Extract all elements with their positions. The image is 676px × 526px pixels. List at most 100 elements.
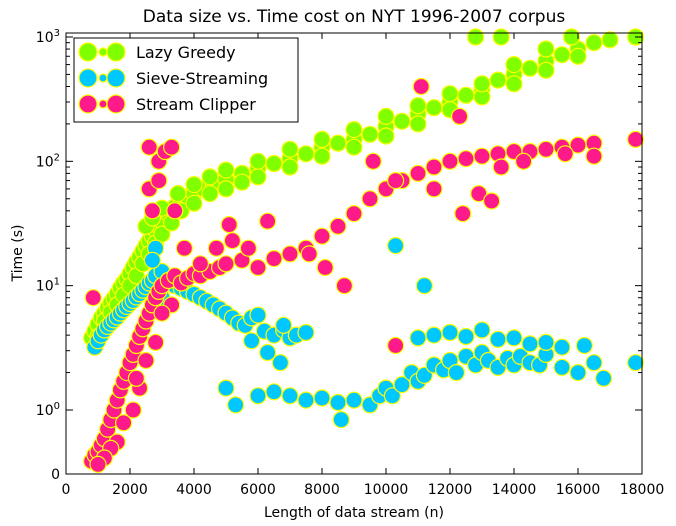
data-point — [553, 338, 571, 356]
data-point — [297, 323, 315, 342]
data-point — [271, 354, 289, 372]
data-point — [259, 212, 277, 230]
data-point — [377, 127, 395, 145]
data-point — [166, 202, 184, 220]
data-point — [335, 277, 353, 295]
data-point — [124, 401, 142, 419]
data-point — [201, 168, 219, 186]
data-point — [265, 154, 283, 173]
x-tick-label: 0 — [62, 482, 71, 498]
legend-marker — [98, 99, 108, 109]
data-point — [585, 34, 603, 52]
data-point — [217, 379, 235, 397]
data-point — [249, 306, 267, 324]
data-point — [387, 336, 405, 355]
data-point — [594, 369, 613, 387]
data-point — [345, 391, 363, 409]
data-point — [425, 326, 443, 344]
y-axis: 0 100 101 102 103 — [36, 28, 642, 483]
data-point — [387, 237, 405, 255]
series-2 — [82, 77, 645, 473]
data-point — [207, 239, 225, 257]
data-point — [412, 77, 430, 96]
data-point — [84, 289, 102, 307]
data-point — [441, 85, 459, 103]
data-point — [185, 194, 203, 212]
data-point — [313, 147, 331, 165]
data-point — [451, 107, 469, 126]
data-point — [297, 145, 315, 163]
chart-title: Data size vs. Time cost on NYT 1996-2007… — [143, 7, 566, 27]
data-point — [409, 329, 427, 347]
data-point — [537, 140, 555, 158]
legend-marker — [106, 42, 126, 62]
legend: Lazy Greedy Sieve-Streaming Stream Clipper — [73, 37, 299, 123]
legend-marker — [78, 42, 98, 62]
data-point — [345, 205, 363, 223]
data-point — [585, 354, 603, 372]
data-point — [521, 59, 539, 77]
data-point — [569, 47, 587, 65]
data-point — [332, 411, 350, 429]
legend-marker — [78, 68, 98, 88]
data-point — [217, 180, 235, 198]
data-point — [127, 369, 145, 387]
data-point — [220, 216, 238, 234]
data-point — [297, 391, 315, 409]
data-point — [454, 205, 472, 223]
legend-label: Stream Clipper — [136, 95, 256, 114]
data-point — [153, 304, 171, 322]
data-point — [470, 185, 488, 203]
data-point — [473, 147, 491, 165]
data-point — [265, 383, 283, 401]
data-point — [415, 277, 433, 295]
legend-marker — [98, 73, 108, 83]
data-point — [143, 202, 161, 220]
x-tick-label: 18000 — [620, 482, 665, 498]
data-point — [409, 115, 427, 133]
legend-marker — [106, 68, 126, 88]
data-point — [364, 152, 382, 170]
data-point — [249, 168, 267, 186]
data-point — [441, 152, 459, 170]
y-tick-label: 100 — [36, 401, 60, 419]
data-point — [191, 255, 209, 273]
legend-label: Sieve-Streaming — [136, 69, 268, 88]
data-point — [345, 138, 363, 156]
y-tick-label: 103 — [36, 28, 60, 46]
data-point — [150, 172, 168, 190]
data-point — [313, 130, 331, 148]
data-point — [489, 330, 507, 348]
data-point — [393, 376, 411, 394]
y-tick-label: 101 — [36, 277, 60, 295]
legend-label: Lazy Greedy — [136, 43, 236, 62]
data-point — [425, 99, 443, 117]
data-point — [313, 389, 331, 407]
data-point — [505, 329, 523, 347]
data-point — [409, 164, 427, 182]
data-point — [140, 138, 158, 156]
y-tick-label: 0 — [51, 467, 60, 483]
data-point — [601, 31, 619, 49]
data-point — [169, 185, 187, 203]
legend-marker — [78, 94, 98, 114]
data-point — [537, 61, 555, 79]
data-point — [249, 152, 267, 170]
data-point — [505, 75, 523, 93]
data-point — [457, 150, 475, 168]
series-1 — [86, 237, 645, 429]
data-point — [409, 97, 427, 115]
data-point — [483, 192, 501, 210]
data-point — [489, 71, 507, 89]
data-point — [492, 28, 510, 46]
data-point — [537, 333, 555, 351]
x-tick-label: 6000 — [240, 482, 276, 498]
data-point — [626, 354, 645, 372]
data-point — [457, 86, 475, 104]
data-point — [249, 387, 267, 405]
data-point — [329, 217, 347, 235]
data-point — [377, 107, 395, 126]
data-point — [114, 414, 133, 432]
data-point — [521, 335, 539, 353]
data-point — [441, 323, 459, 342]
